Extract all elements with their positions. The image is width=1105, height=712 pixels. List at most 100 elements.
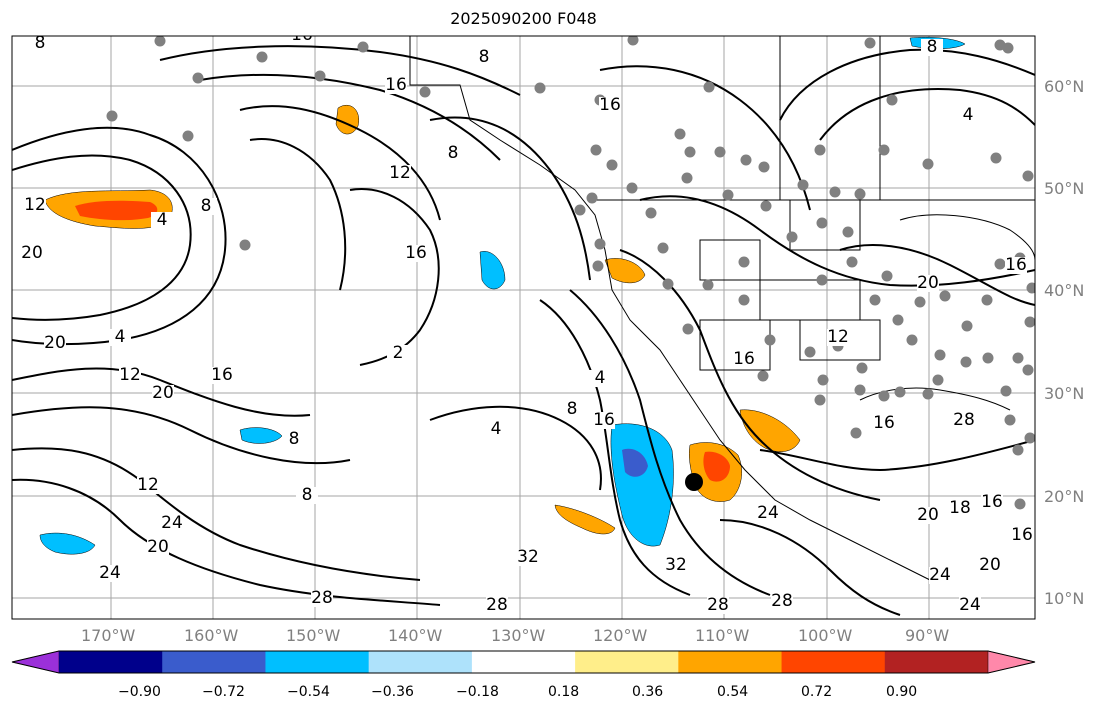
- station-markers: [106, 36, 1035, 510]
- colorbar-swatch: [575, 651, 679, 673]
- contour-label-background: [873, 415, 895, 432]
- lon-label: 170°W: [81, 626, 136, 645]
- contour-label-background: [957, 107, 979, 124]
- colorbar-extend-high: [987, 650, 1036, 674]
- contour-label: 16: [1005, 255, 1027, 275]
- contour-label-background: [949, 500, 971, 517]
- contour-label: 12: [137, 475, 159, 495]
- contour-label: 16: [981, 492, 1003, 512]
- colorbar-tick-label: 0.90: [886, 684, 918, 700]
- warm-anomaly-shading: [604, 258, 646, 284]
- contour-label-background: [665, 557, 687, 574]
- colorbar-tick-label: −0.54: [287, 684, 330, 700]
- colorbar-tick-label: 0.36: [632, 684, 664, 700]
- contour-label-background: [981, 494, 1003, 511]
- lat-label: 60°N: [1044, 77, 1085, 96]
- contour-label: 20: [21, 243, 43, 263]
- contour-label-background: [473, 49, 495, 66]
- contour-label: 28: [486, 595, 508, 615]
- contour-label-background: [593, 412, 615, 429]
- contour-label: 8: [927, 37, 938, 57]
- cool-anomaly-core: [622, 448, 648, 477]
- warm-anomaly-core: [75, 200, 158, 221]
- contour-label: 20: [979, 555, 1001, 575]
- contour-label: 24: [757, 503, 779, 523]
- contour-label: 24: [99, 563, 121, 583]
- contour-label: 16: [733, 349, 755, 369]
- contour-lines: [12, 45, 1035, 616]
- map-frame: [11, 35, 1036, 620]
- colorbar-swatch: [368, 651, 473, 673]
- lat-label: 50°N: [1044, 179, 1085, 198]
- contour-label-background: [589, 370, 611, 387]
- contour-label-background: [599, 97, 621, 114]
- contour-label-background: [707, 597, 729, 614]
- colorbar-swatch: [162, 651, 266, 673]
- contour-label: 4: [491, 419, 502, 439]
- contour-label-background: [24, 197, 46, 214]
- contour-label-background: [29, 36, 51, 52]
- warm-anomaly-shading: [554, 504, 616, 535]
- contour-label-background: [21, 245, 43, 262]
- contour-label: 16: [385, 75, 407, 95]
- contour-label-background: [109, 329, 131, 346]
- contour-label-background: [517, 549, 539, 566]
- colorbar: [11, 650, 1036, 674]
- lon-label: 150°W: [286, 626, 341, 645]
- contour-label: 8: [479, 47, 490, 67]
- lon-label: 100°W: [798, 626, 853, 645]
- contour-label: 4: [595, 368, 606, 388]
- contour-label: 20: [44, 333, 66, 353]
- colorbar-tick-label: −0.18: [456, 684, 499, 700]
- lon-label: 90°W: [905, 626, 950, 645]
- contour-label-background: [921, 39, 943, 56]
- lon-label: 140°W: [388, 626, 443, 645]
- contour-label: 20: [147, 537, 169, 557]
- contour-label: 8: [448, 143, 459, 163]
- lat-label: 20°N: [1044, 487, 1085, 506]
- contour-label: 32: [665, 555, 687, 575]
- colorbar-outline: [11, 650, 1036, 674]
- contour-label-background: [387, 345, 409, 362]
- contour-label: 8: [35, 33, 46, 53]
- lon-label: 130°W: [491, 626, 546, 645]
- contour-label-background: [953, 412, 975, 429]
- contour-label-background: [152, 385, 174, 402]
- contour-label: 28: [953, 410, 975, 430]
- contour-label: 4: [963, 105, 974, 125]
- contour-label: 18: [949, 498, 971, 518]
- contour-label-background: [119, 367, 141, 384]
- contour-label-background: [44, 335, 66, 352]
- contour-label: 12: [24, 195, 46, 215]
- colorbar-swatch: [471, 651, 576, 673]
- contour-label-background: [296, 487, 318, 504]
- contour-label-background: [442, 145, 464, 162]
- storm-center-marker: [685, 473, 703, 491]
- contour-label: 24: [929, 565, 951, 585]
- contour-label: 20: [152, 383, 174, 403]
- colorbar-extend-low: [11, 650, 60, 674]
- contour-label: 28: [771, 591, 793, 611]
- contour-label: 2: [393, 343, 404, 363]
- contour-label-background: [733, 351, 755, 368]
- contour-label: 28: [707, 595, 729, 615]
- contour-label-background: [757, 505, 779, 522]
- contour-label: 12: [389, 163, 411, 183]
- contour-label-background: [827, 329, 849, 346]
- contour-label: 16: [599, 95, 621, 115]
- contour-label: 20: [917, 505, 939, 525]
- contour-label-background: [959, 597, 981, 614]
- contour-label-background: [99, 565, 121, 582]
- contour-label-background: [151, 212, 173, 229]
- contour-label: 16: [291, 25, 313, 45]
- contour-label: 4: [157, 210, 168, 230]
- colorbar-tick-label: −0.90: [118, 684, 161, 700]
- lat-label: 10°N: [1044, 589, 1085, 608]
- contour-label-background: [161, 515, 183, 532]
- colorbar-tick-label: 0.18: [548, 684, 580, 700]
- cool-anomaly-shading: [239, 427, 283, 444]
- contour-label: 16: [1011, 525, 1033, 545]
- contour-label-background: [137, 477, 159, 494]
